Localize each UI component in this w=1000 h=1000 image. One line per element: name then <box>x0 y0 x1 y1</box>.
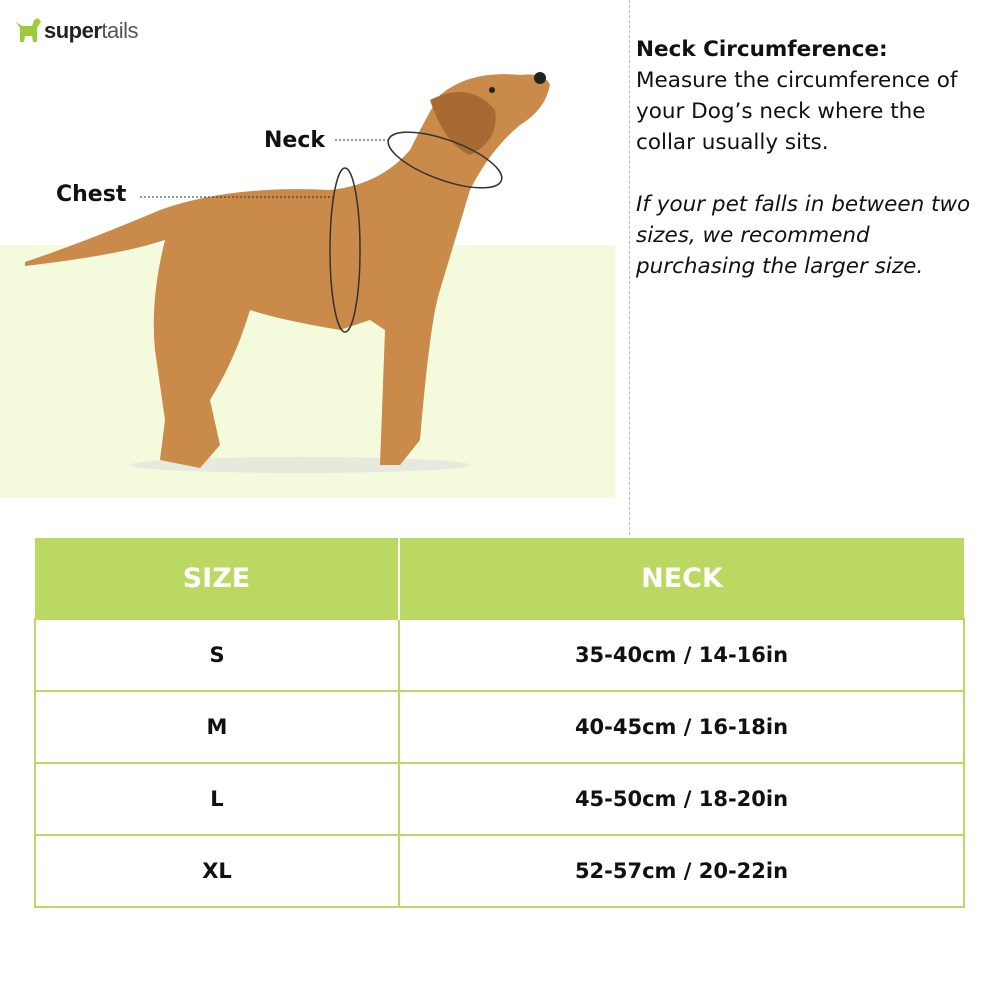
dog-logo-icon <box>16 18 41 42</box>
neck-cell: 35-40cm / 14-16in <box>398 618 965 692</box>
brand-logo: supertails <box>14 14 139 44</box>
dog-illustration <box>25 72 550 473</box>
neck-cell: 45-50cm / 18-20in <box>398 762 965 836</box>
info-body: Measure the circumference of your Dog’s … <box>636 68 958 155</box>
chest-label: Chest <box>56 182 127 207</box>
size-cell: XL <box>34 834 400 908</box>
header-size: SIZE <box>35 538 400 619</box>
info-heading: Neck Circumference: <box>636 37 888 62</box>
table-header-row: SIZE NECK <box>35 538 964 619</box>
table-row: XL 52-57cm / 20-22in <box>34 834 965 908</box>
header-neck: NECK <box>399 538 964 619</box>
size-table: SIZE NECK S 35-40cm / 14-16in M 40-45cm / … <box>34 538 965 908</box>
neck-cell: 52-57cm / 20-22in <box>398 834 965 908</box>
neck-label: Neck <box>264 128 326 153</box>
divider <box>629 0 630 535</box>
logo-text-bold: super <box>44 18 102 43</box>
table-row: S 35-40cm / 14-16in <box>34 618 965 692</box>
size-cell: S <box>34 618 400 692</box>
size-cell: L <box>34 762 400 836</box>
table-row: L 45-50cm / 18-20in <box>34 762 965 836</box>
table-row: M 40-45cm / 16-18in <box>34 690 965 764</box>
size-cell: M <box>34 690 400 764</box>
neck-cell: 40-45cm / 16-18in <box>398 690 965 764</box>
logo-text-light: tails <box>101 18 139 43</box>
info-note: If your pet falls in between two sizes, … <box>636 192 971 279</box>
measurement-info: Neck Circumference: Measure the circumfe… <box>636 34 986 282</box>
